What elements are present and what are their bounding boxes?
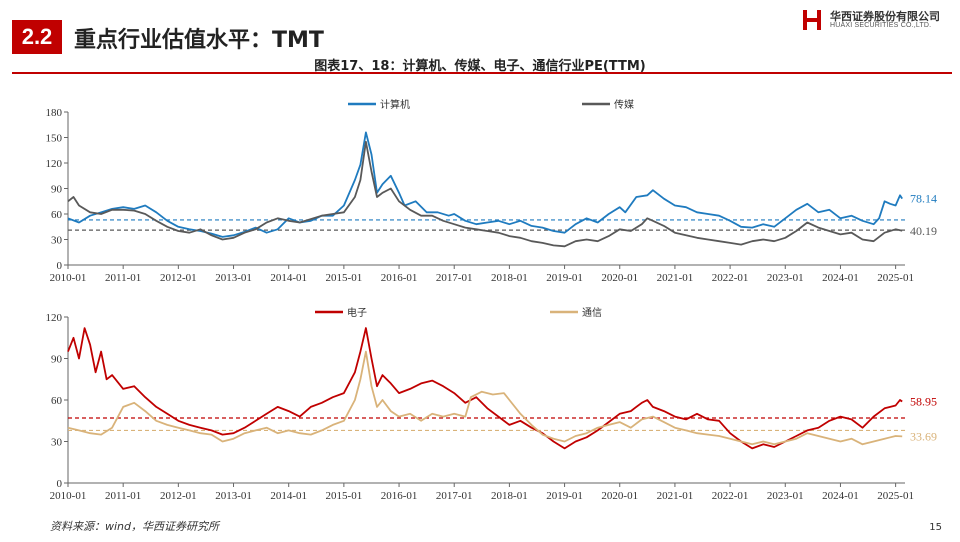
- x-tick-label: 2018-01: [491, 490, 528, 502]
- y-tick-label: 90: [51, 354, 63, 366]
- x-tick-label: 2025-01: [877, 490, 914, 502]
- brand-name-cn: 华西证券股份有限公司: [830, 10, 940, 23]
- x-tick-label: 2015-01: [326, 272, 363, 284]
- x-tick-label: 2012-01: [160, 272, 197, 284]
- legend-label-0: 计算机: [380, 98, 410, 111]
- x-tick-label: 2015-01: [326, 490, 363, 502]
- page-title: 重点行业估值水平：TMT: [74, 28, 324, 53]
- x-tick-label: 2025-01: [877, 272, 914, 284]
- brand-logo: 华西证券股份有限公司 HUAXI SECURITIES CO.,LTD.: [800, 6, 956, 34]
- brand-mark-icon: [803, 10, 821, 30]
- x-tick-label: 2019-01: [546, 490, 583, 502]
- x-tick-label: 2010-01: [50, 490, 87, 502]
- x-tick-label: 2016-01: [381, 490, 418, 502]
- x-tick-label: 2018-01: [491, 272, 528, 284]
- chart-electronics-telecom-pe: 0 30 60 90 120 2010-01 2011-01 2012-01 2013-01 20…: [46, 306, 938, 502]
- x-tick-label: 2020-01: [601, 490, 638, 502]
- y-tick-label: 90: [51, 184, 63, 196]
- section-number-badge: 2.2: [12, 20, 62, 54]
- end-value-label-1: 40.19: [910, 224, 937, 238]
- legend-label-1: 通信: [582, 307, 602, 319]
- end-value-label-1: 33.69: [910, 429, 937, 443]
- y-tick-label: 150: [46, 133, 63, 145]
- x-tick-label: 2020-01: [601, 272, 638, 284]
- x-tick-label: 2013-01: [215, 272, 252, 284]
- x-tick-label: 2011-01: [105, 272, 141, 284]
- figure-title: 图表17、18：计算机、传媒、电子、通信行业PE(TTM): [314, 59, 646, 74]
- end-value-label-0: 58.95: [910, 394, 937, 408]
- legend-label-1: 传媒: [614, 99, 634, 111]
- x-tick-label: 2022-01: [712, 490, 749, 502]
- x-tick-label: 2024-01: [822, 490, 859, 502]
- y-tick-label: 180: [46, 107, 63, 119]
- x-tick-label: 2021-01: [657, 272, 694, 284]
- x-tick-label: 2014-01: [270, 272, 307, 284]
- x-tick-label: 2017-01: [436, 490, 473, 502]
- end-value-label-0: 78.14: [910, 192, 937, 206]
- y-tick-label: 0: [57, 260, 63, 272]
- y-tick-label: 30: [51, 437, 63, 449]
- y-tick-label: 30: [51, 235, 63, 247]
- x-tick-label: 2024-01: [822, 272, 859, 284]
- x-tick-label: 2011-01: [105, 490, 141, 502]
- x-tick-label: 2022-01: [712, 272, 749, 284]
- x-tick-label: 2021-01: [657, 490, 694, 502]
- y-tick-label: 120: [46, 158, 63, 170]
- x-tick-label: 2010-01: [50, 272, 87, 284]
- series-line-1: [67, 140, 903, 248]
- chart-computer-media-pe: 0 30 60 90 120 150 180 2010-01 2011-01 2012-01 201…: [46, 98, 938, 284]
- x-tick-label: 2019-01: [546, 272, 583, 284]
- brand-name-en: HUAXI SECURITIES CO.,LTD.: [830, 22, 932, 29]
- x-tick-label: 2016-01: [381, 272, 418, 284]
- y-tick-label: 60: [51, 395, 63, 407]
- y-tick-label: 60: [51, 209, 63, 221]
- x-tick-label: 2017-01: [436, 272, 473, 284]
- source-note: 资料来源：wind，华西证券研究所: [50, 520, 220, 533]
- page-number: 15: [929, 522, 942, 533]
- x-tick-label: 2023-01: [767, 272, 804, 284]
- y-tick-label: 120: [46, 312, 63, 324]
- series-line-0: [67, 327, 903, 450]
- y-tick-label: 0: [57, 478, 63, 490]
- series-line-0: [67, 131, 903, 238]
- x-tick-label: 2012-01: [160, 490, 197, 502]
- header-rule: [12, 72, 952, 74]
- series-line-1: [67, 350, 903, 446]
- x-tick-label: 2023-01: [767, 490, 804, 502]
- x-tick-label: 2013-01: [215, 490, 252, 502]
- x-tick-label: 2014-01: [270, 490, 307, 502]
- legend-label-0: 电子: [347, 306, 367, 319]
